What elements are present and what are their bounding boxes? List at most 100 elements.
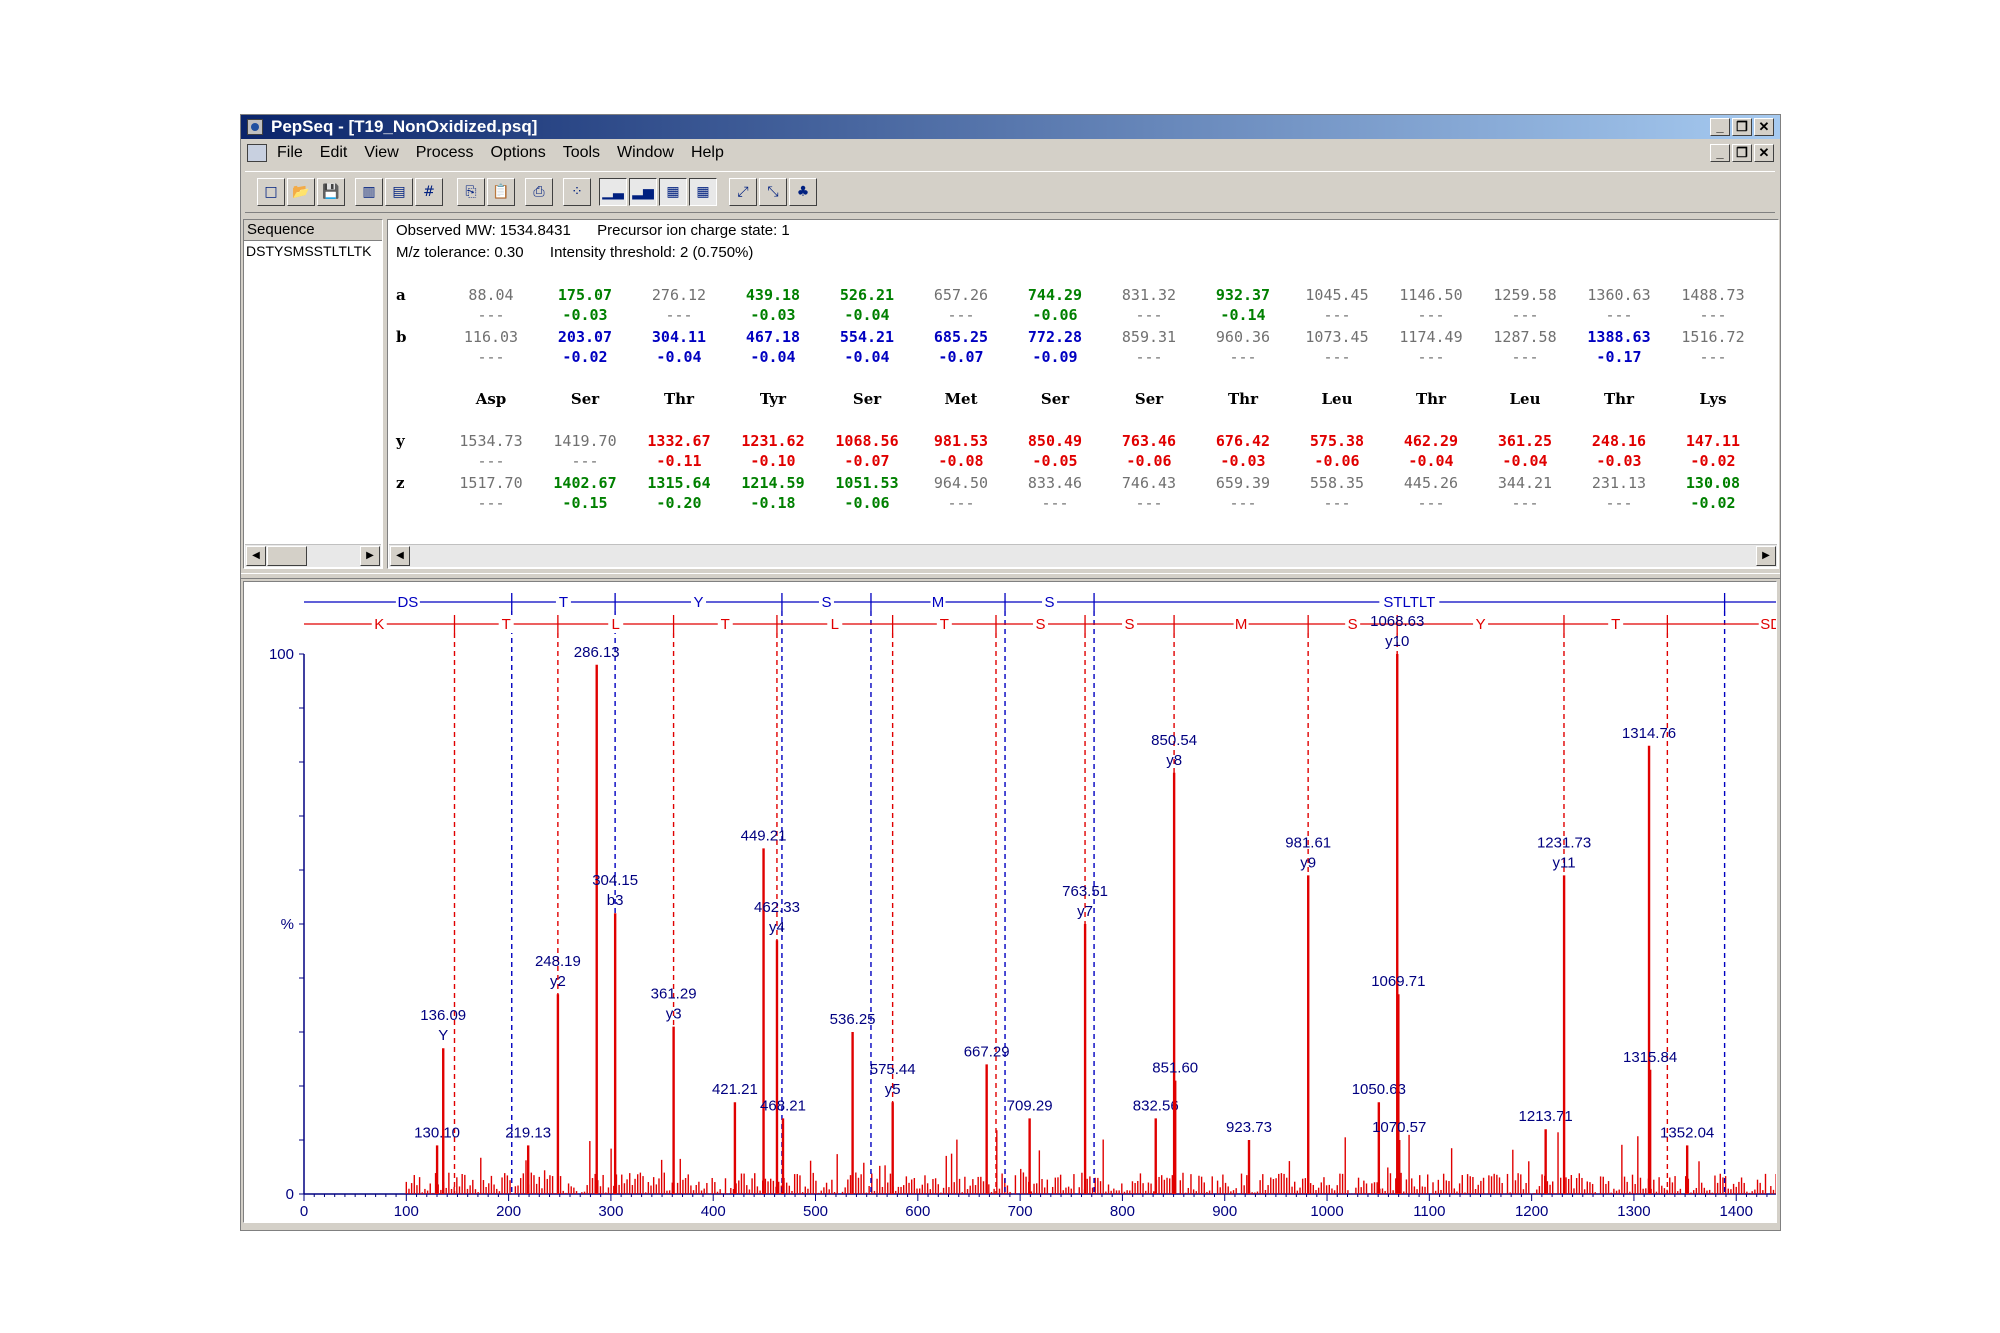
ion-mass: 1332.67 — [647, 432, 711, 450]
doc-close-button[interactable]: ✕ — [1754, 144, 1774, 162]
scroll-right-icon[interactable]: ▶ — [360, 546, 380, 566]
copy-icon[interactable]: ⎘ — [457, 178, 485, 206]
bar-chart-icon[interactable]: ▁▃ — [599, 178, 627, 206]
ion-error: -0.04 — [656, 348, 702, 366]
scroll-left-icon[interactable]: ◀ — [390, 546, 410, 566]
peak-label: 136.09 — [420, 1007, 466, 1024]
ion-label: b3 — [607, 892, 624, 909]
scroll-thumb[interactable] — [267, 546, 307, 566]
sequence-scrollbar[interactable]: ◀ ▶ — [245, 544, 381, 567]
ion-error: -0.15 — [562, 494, 608, 512]
x-tick-label: 600 — [905, 1203, 930, 1220]
ion-error: --- — [1699, 306, 1727, 324]
ion-error: --- — [1605, 306, 1633, 324]
menu-view[interactable]: View — [364, 144, 399, 161]
x-tick-label: 200 — [496, 1203, 521, 1220]
residue-label: Asp — [475, 390, 507, 408]
ion-label: y3 — [666, 1006, 682, 1023]
hash-icon[interactable]: # — [415, 178, 443, 206]
b-ladder-label-bg — [818, 593, 834, 611]
app-icon[interactable] — [247, 119, 263, 135]
x-tick-label: 0 — [300, 1203, 308, 1220]
ion-error: -0.06 — [1032, 306, 1078, 324]
save-icon[interactable]: 💾 — [317, 178, 345, 206]
close-button[interactable]: ✕ — [1754, 118, 1774, 136]
b-ladder-residue: DS — [397, 594, 418, 611]
ion-mass: 361.25 — [1497, 432, 1553, 450]
ion-mass: 981.53 — [933, 432, 989, 450]
menu-help[interactable]: Help — [690, 144, 724, 161]
menu-options[interactable]: Options — [490, 144, 546, 161]
print-icon[interactable]: ⎙ — [525, 178, 553, 206]
ion-error: -0.05 — [1032, 452, 1078, 470]
ion-mass: 831.32 — [1121, 286, 1177, 304]
open-icon[interactable]: 📂 — [287, 178, 315, 206]
ion-mass: 657.26 — [933, 286, 989, 304]
ion-mass: 558.35 — [1309, 474, 1365, 492]
residue-label: Ser — [1040, 390, 1070, 408]
ion-mass: 1073.45 — [1305, 328, 1369, 346]
ion-error: --- — [1135, 494, 1163, 512]
ion-error: --- — [1323, 494, 1351, 512]
menu-window[interactable]: Window — [617, 144, 674, 161]
menu-process[interactable]: Process — [415, 144, 474, 161]
ion-error: --- — [1135, 348, 1163, 366]
collapse-icon[interactable]: ⤡ — [759, 178, 787, 206]
ion-error: --- — [477, 452, 505, 470]
ion-mass: 850.49 — [1027, 432, 1083, 450]
menu-tools[interactable]: Tools — [562, 144, 601, 161]
ion-mass: 1051.53 — [835, 474, 899, 492]
tree-icon[interactable]: ♣ — [789, 178, 817, 206]
ion-mass: 1388.63 — [1587, 328, 1651, 346]
scroll-left-icon[interactable]: ◀ — [246, 546, 266, 566]
y-ladder-residue: T — [1611, 616, 1620, 633]
ion-mass: 248.16 — [1591, 432, 1647, 450]
ion-mass: 467.18 — [745, 328, 801, 346]
x-tick-label: 300 — [598, 1203, 623, 1220]
ion-mass: 88.04 — [468, 286, 514, 304]
peak-label: 832.56 — [1133, 1097, 1179, 1114]
scatter-icon[interactable]: ⁘ — [563, 178, 591, 206]
y-ladder-residue: S — [1036, 616, 1046, 633]
y-ladder-label-bg — [1608, 615, 1624, 633]
ion-row-label: a — [396, 286, 406, 304]
sequence-item[interactable]: DSTYSMSSTLTLTK — [246, 243, 372, 259]
ion-mass: 1146.50 — [1399, 286, 1463, 304]
minimize-button[interactable]: _ — [1710, 118, 1730, 136]
grid-red-icon[interactable]: ▦ — [689, 178, 717, 206]
ion-label: Y — [438, 1027, 448, 1044]
scroll-right-icon[interactable]: ▶ — [1756, 546, 1776, 566]
peak-label: 1069.71 — [1371, 973, 1425, 990]
title-bar[interactable]: PepSeq - [T19_NonOxidized.psq] _ ❐ ✕ — [241, 115, 1780, 139]
pane-splitter[interactable] — [241, 573, 1780, 579]
ion-error: -0.07 — [938, 348, 984, 366]
ion-error: --- — [477, 306, 505, 324]
residue-label: Tyr — [759, 390, 787, 408]
peak-label: 1315.84 — [1623, 1049, 1677, 1066]
ion-error: --- — [1323, 306, 1351, 324]
spectrum-icon[interactable]: ▥ — [355, 178, 383, 206]
y-ladder-residue: S — [1348, 616, 1358, 633]
expand-icon[interactable]: ⤢ — [729, 178, 757, 206]
y-ladder-residue: T — [502, 616, 511, 633]
menu-edit[interactable]: Edit — [319, 144, 348, 161]
info-line-1: Observed MW: 1534.8431 Precursor ion cha… — [396, 222, 790, 239]
table-scrollbar[interactable]: ◀ ▶ — [389, 544, 1777, 567]
table-icon[interactable]: ▤ — [385, 178, 413, 206]
grid-icon[interactable]: ▦ — [659, 178, 687, 206]
sequence-panel: Sequence DSTYSMSSTLTLTK ◀ ▶ — [243, 219, 383, 569]
paste-icon[interactable]: 📋 — [487, 178, 515, 206]
bar-chart-2-icon[interactable]: ▂▅ — [629, 178, 657, 206]
y-ladder-label-bg — [371, 615, 387, 633]
peak-label: 449.21 — [741, 827, 787, 844]
ion-mass: 304.11 — [651, 328, 707, 346]
new-icon[interactable]: □ — [257, 178, 285, 206]
doc-minimize-button[interactable]: _ — [1710, 144, 1730, 162]
restore-button[interactable]: ❐ — [1732, 118, 1752, 136]
b-ladder-residue: T — [559, 594, 568, 611]
ion-error: -0.03 — [750, 306, 796, 324]
doc-restore-button[interactable]: ❐ — [1732, 144, 1752, 162]
ion-label: y8 — [1166, 752, 1182, 769]
menu-file[interactable]: File — [277, 144, 303, 161]
document-icon[interactable] — [247, 144, 267, 162]
